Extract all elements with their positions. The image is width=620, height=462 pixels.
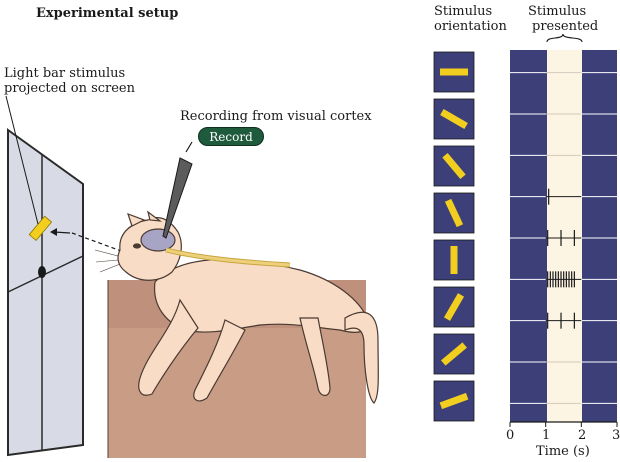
spike-raster-panel [510,33,617,423]
gaze-arrowhead [50,228,57,236]
x-tick-1: 1 [542,428,551,443]
x-tick-3: 3 [612,428,620,443]
stimulus-window [547,50,582,422]
orientation-bar [443,293,465,321]
orientation-bar [444,198,464,228]
projection-screen [7,128,84,457]
screen-label-line1: Light bar stimulus [4,66,126,81]
x-tick-0: 0 [506,428,515,443]
orientation-bar [439,392,469,410]
orientation-header-line1: Stimulus [434,4,493,19]
stimulus-brace [546,33,583,43]
orientation-bar [450,246,458,274]
presented-header-line1: Stimulus [528,4,587,19]
stimulus-orientation-column [433,51,475,422]
orientation-bar [441,342,467,366]
x-axis-label: Time (s) [536,444,590,459]
cat [94,210,379,404]
orientation-header-line2: orientation [434,19,507,34]
line-of-sight [71,232,125,253]
presented-header-line2: presented [532,19,599,34]
screen-label-pointer [5,95,39,225]
orientation-bar [440,68,468,76]
figure-title: Experimental setup [36,6,179,21]
recording-electrode [162,141,193,239]
cat-brain [140,228,176,252]
fixation-spot [38,266,46,278]
screen-label-line2: projected on screen [4,81,135,96]
record-button[interactable]: Record [198,127,264,146]
orientation-bar [440,108,468,130]
recording-label: Recording from visual cortex [180,109,372,124]
orientation-bar [442,153,466,179]
x-tick-2: 2 [578,428,587,443]
light-bar-stimulus [28,215,53,241]
